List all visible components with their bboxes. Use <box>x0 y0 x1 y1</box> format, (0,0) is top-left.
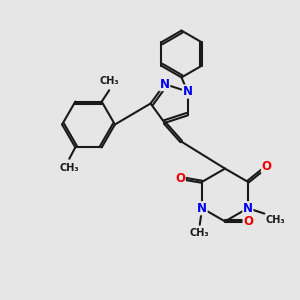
Text: O: O <box>262 160 272 173</box>
Text: O: O <box>243 215 253 228</box>
Text: CH₃: CH₃ <box>266 215 286 225</box>
Text: N: N <box>197 202 207 215</box>
Text: N: N <box>243 202 253 215</box>
Text: N: N <box>182 85 193 98</box>
Text: N: N <box>160 78 170 91</box>
Text: O: O <box>175 172 185 185</box>
Text: CH₃: CH₃ <box>59 163 79 173</box>
Text: CH₃: CH₃ <box>190 228 209 238</box>
Text: CH₃: CH₃ <box>99 76 119 86</box>
